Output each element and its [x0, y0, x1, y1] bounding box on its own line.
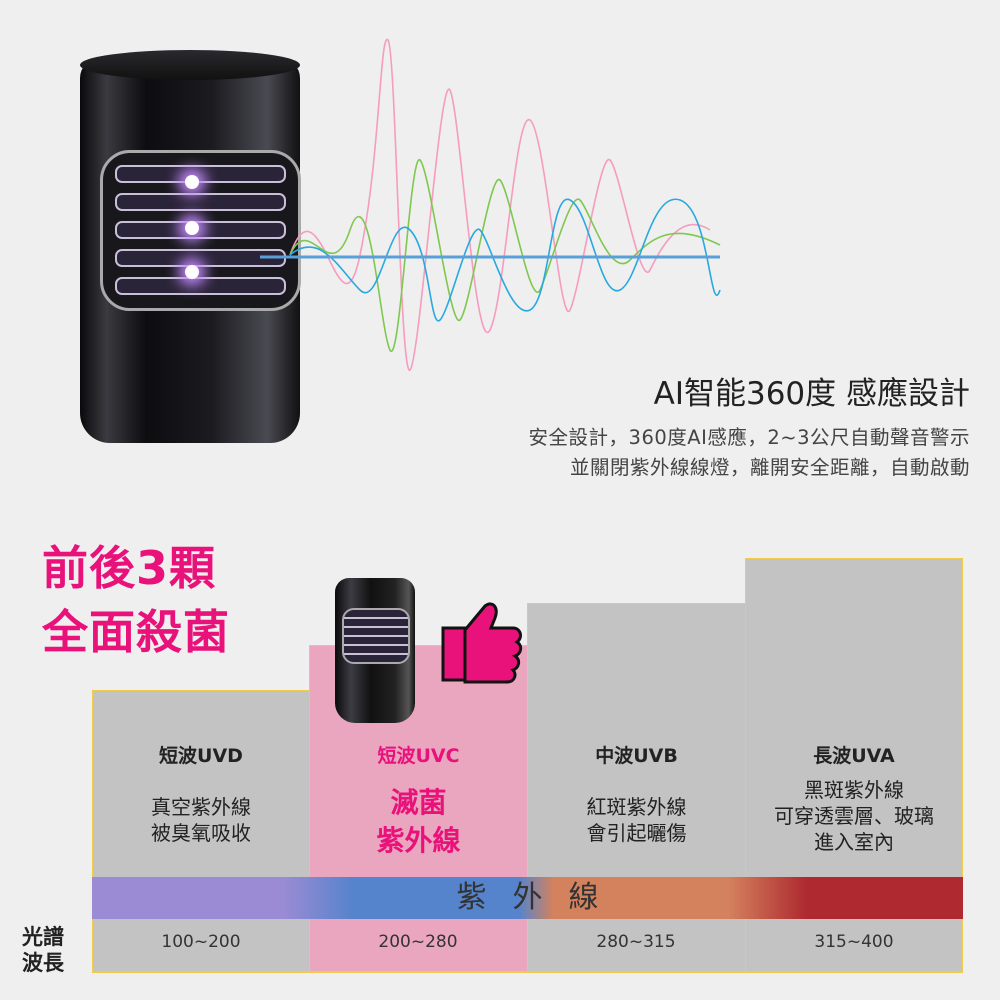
product-image-small: [335, 578, 415, 723]
column-uvd: 短波UVD 真空紫外線 被臭氧吸收: [92, 690, 310, 972]
column-desc: 黑斑紫外線 可穿透雲層、玻璃 進入室內: [774, 778, 934, 854]
axis-label: 光譜 波長: [22, 925, 64, 975]
product-grill: [100, 150, 301, 311]
wavelength-uvd: 100~200: [161, 932, 241, 952]
wavelength-uvb: 280~315: [596, 932, 676, 952]
column-name: 短波UVD: [159, 745, 243, 767]
column-desc: 滅菌 紫外線: [376, 786, 461, 857]
wave-blue: [289, 198, 721, 322]
product-top: [80, 50, 300, 80]
feature-title: AI智能360度 感應設計: [653, 376, 970, 412]
column-name: 中波UVB: [595, 745, 678, 767]
wavelength-uvc: 200~280: [378, 932, 458, 952]
headline-line-1: 前後3顆: [42, 541, 217, 595]
column-desc: 紅斑紫外線 會引起曬傷: [586, 795, 687, 845]
feature-line-2: 並關閉紫外線線燈，離開安全距離，自動啟動: [569, 456, 970, 479]
sound-waves: [260, 38, 721, 371]
bottom-border: [92, 971, 963, 973]
wavelength-uva: 315~400: [814, 932, 894, 952]
feature-line-1: 安全設計，360度AI感應，2~3公尺自動聲音警示: [528, 426, 970, 449]
wave-pink: [289, 38, 711, 371]
uv-spectrum-band: [92, 877, 963, 919]
column-desc: 真空紫外線 被臭氧吸收: [151, 795, 251, 845]
column-name: 長波UVA: [813, 745, 895, 767]
wave-green: [289, 159, 721, 352]
column-name: 短波UVC: [377, 745, 460, 767]
band-label: 紫外線: [456, 880, 625, 915]
thumbs-up-icon: [441, 602, 523, 684]
headline-line-2: 全面殺菌: [42, 605, 230, 659]
